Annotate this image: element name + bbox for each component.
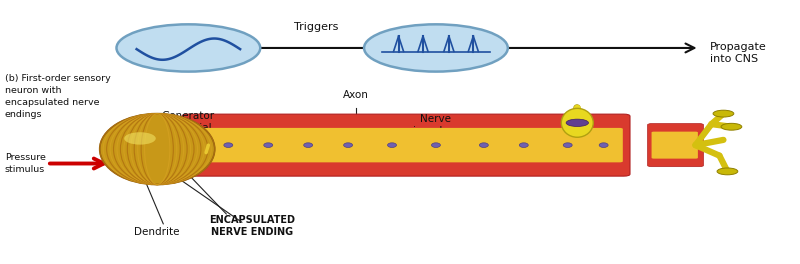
Circle shape <box>117 24 260 72</box>
Ellipse shape <box>562 108 594 137</box>
Ellipse shape <box>124 132 156 145</box>
Ellipse shape <box>479 143 488 147</box>
Ellipse shape <box>224 143 233 147</box>
FancyBboxPatch shape <box>647 124 703 167</box>
Ellipse shape <box>264 143 273 147</box>
Ellipse shape <box>387 143 397 147</box>
Ellipse shape <box>519 143 528 147</box>
Circle shape <box>721 123 742 130</box>
Text: Pressure
stimulus: Pressure stimulus <box>5 153 46 173</box>
Circle shape <box>566 119 589 126</box>
Ellipse shape <box>100 114 214 185</box>
Text: Triggers: Triggers <box>294 22 338 32</box>
Circle shape <box>364 24 508 72</box>
Ellipse shape <box>431 143 441 147</box>
FancyBboxPatch shape <box>189 128 623 162</box>
Text: Biology-Forums: Biology-Forums <box>303 122 497 142</box>
Ellipse shape <box>599 143 608 147</box>
Text: Generator
potential: Generator potential <box>162 111 215 133</box>
Text: Dendrite: Dendrite <box>134 227 179 237</box>
Ellipse shape <box>563 143 572 147</box>
FancyBboxPatch shape <box>651 132 698 159</box>
Circle shape <box>717 168 738 175</box>
Ellipse shape <box>344 143 353 147</box>
Ellipse shape <box>304 143 313 147</box>
Text: (b) First-order sensory
neuron with
encapsulated nerve
endings: (b) First-order sensory neuron with enca… <box>5 74 110 119</box>
Text: Nerve
impulses: Nerve impulses <box>413 114 459 136</box>
Text: Propagate
into CNS: Propagate into CNS <box>710 42 766 64</box>
Text: ENCAPSULATED
NERVE ENDING: ENCAPSULATED NERVE ENDING <box>210 215 295 237</box>
Circle shape <box>713 110 734 117</box>
FancyBboxPatch shape <box>182 114 630 176</box>
Text: Axon: Axon <box>343 91 369 101</box>
